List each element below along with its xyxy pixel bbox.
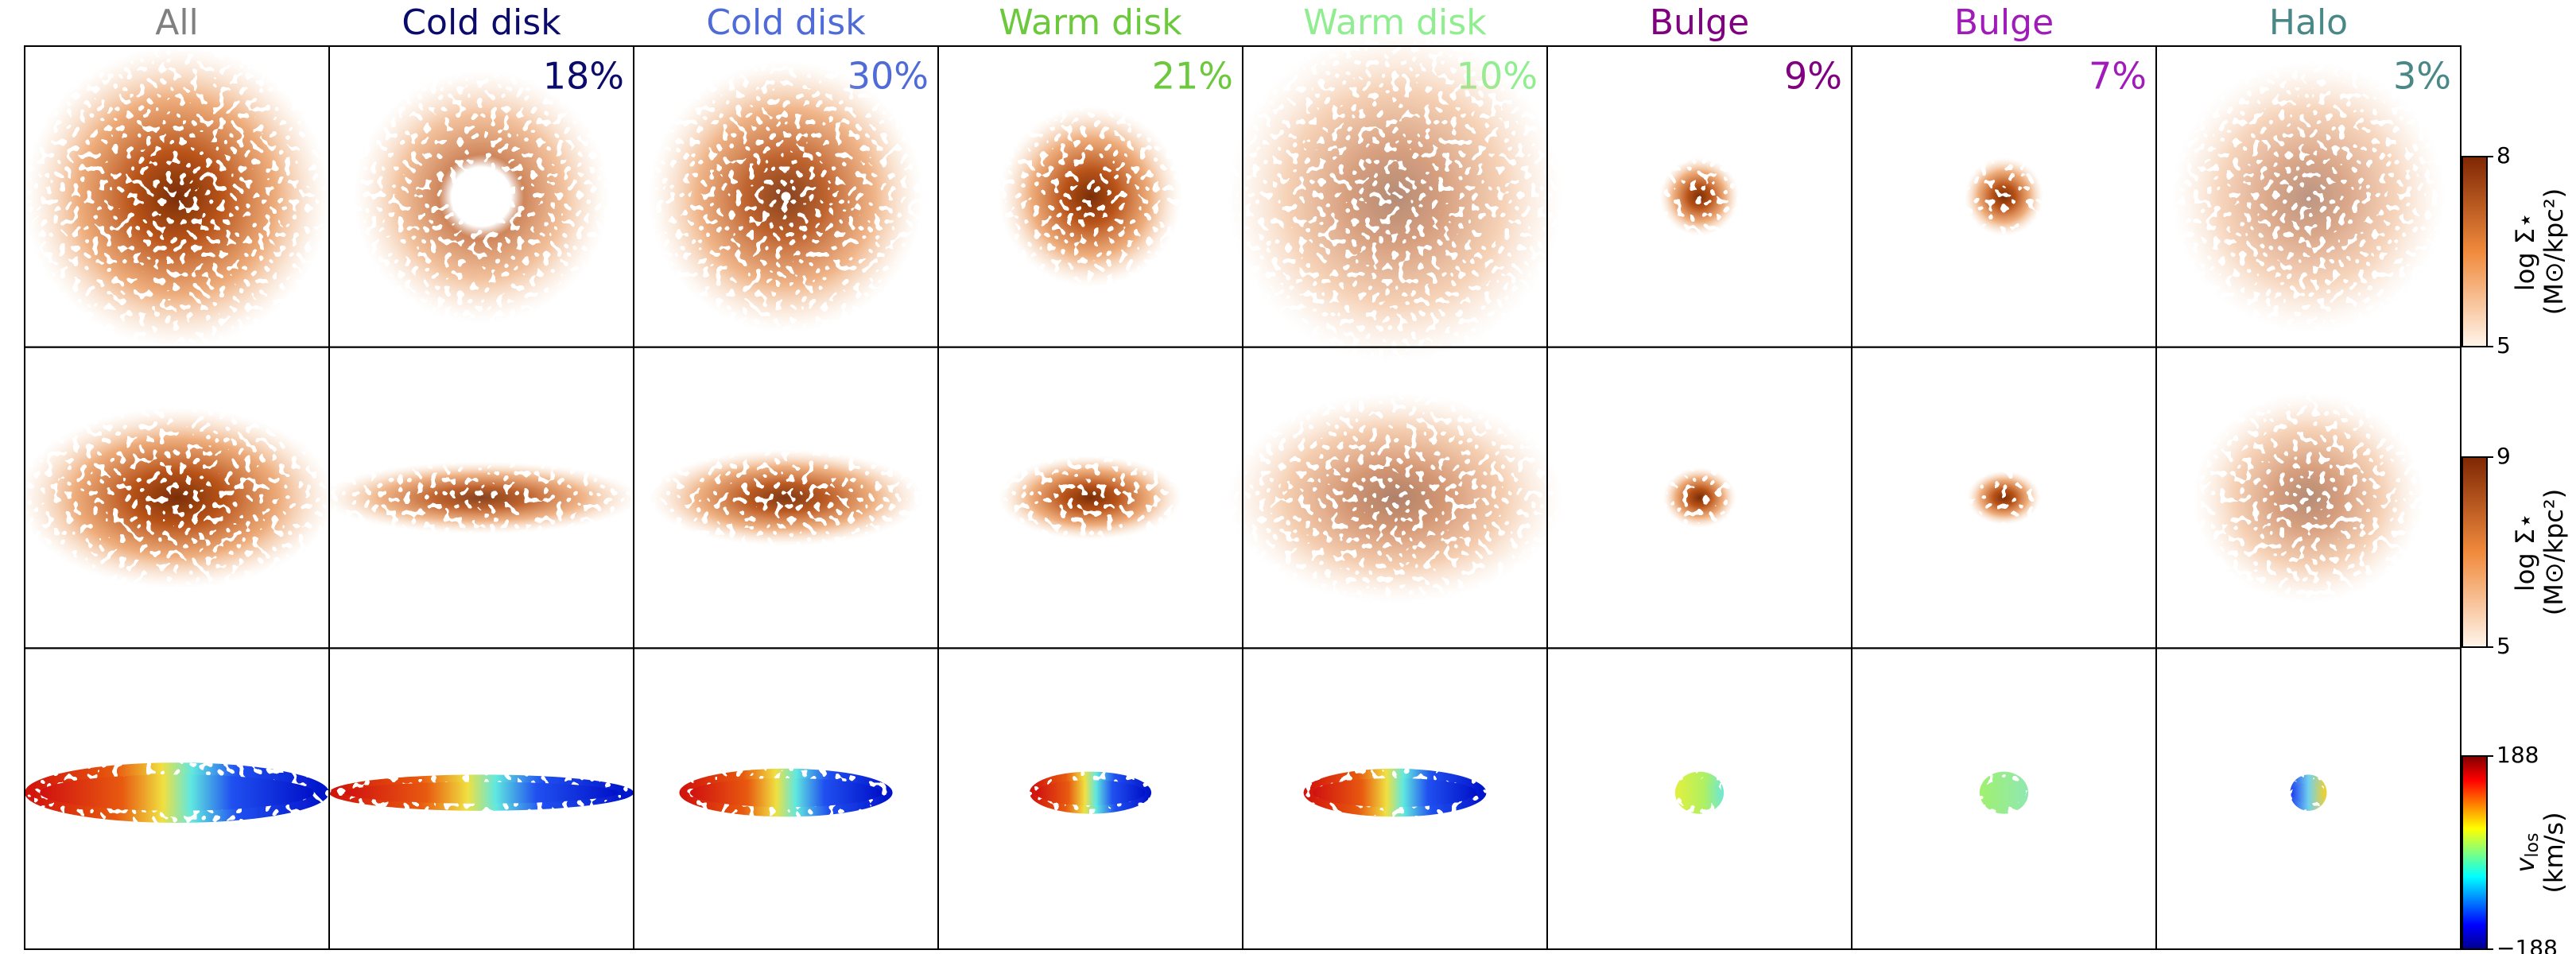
colorbar-tick-label: −188	[2496, 935, 2558, 954]
density-map	[2171, 60, 2446, 332]
colorbar-tick-label: 5	[2496, 332, 2511, 359]
label-symbol: v	[2510, 856, 2540, 872]
velocity-core	[1677, 780, 1722, 805]
density-map	[353, 70, 610, 324]
colorbar-label: log Σ⋆	[2510, 212, 2540, 291]
colorbar	[2462, 156, 2488, 347]
density-map	[25, 46, 329, 347]
density-map	[323, 461, 640, 534]
density-map	[2192, 392, 2425, 603]
density-blob	[2171, 60, 2446, 332]
fraction-label: 7%	[2089, 55, 2147, 98]
density-map	[1227, 392, 1563, 603]
ring-hole	[438, 154, 525, 239]
density-blob	[1662, 467, 1736, 528]
density-blob	[323, 461, 640, 534]
density-blob	[999, 106, 1182, 287]
velocity-core	[2291, 781, 2326, 804]
column-title: Bulge	[1650, 2, 1749, 43]
column-title: Warm disk	[999, 2, 1182, 43]
fraction-label: 9%	[1784, 55, 1842, 98]
density-blob	[1967, 470, 2041, 525]
label-subscript: los	[2523, 833, 2543, 858]
density-blob	[649, 449, 923, 546]
density-blob	[1227, 31, 1563, 363]
colorbar-label: (km/s)	[2539, 812, 2569, 893]
density-map	[649, 60, 923, 332]
fraction-label: 3%	[2393, 55, 2451, 98]
density-blob	[2192, 392, 2425, 603]
density-map	[1659, 157, 1740, 236]
colorbar-tick-label: 5	[2496, 633, 2511, 659]
density-map	[649, 449, 923, 546]
velocity-core	[344, 781, 619, 804]
density-blob	[1964, 157, 2044, 236]
panel-frame	[2155, 647, 2462, 950]
colorbar	[2462, 456, 2488, 648]
density-blob	[999, 455, 1182, 541]
colorbar-tick-label: 8	[2496, 142, 2511, 169]
density-map	[1227, 31, 1563, 363]
colorbar-label: vlos	[2510, 833, 2543, 873]
column-title: Bulge	[1954, 2, 2054, 43]
density-map	[1662, 467, 1736, 528]
density-map	[999, 455, 1182, 541]
velocity-core	[689, 778, 883, 808]
density-map	[18, 407, 336, 588]
colorbar-label: (M⊙/kpc²)	[2539, 489, 2569, 615]
column-title: Halo	[2269, 2, 2348, 43]
velocity-core	[40, 774, 314, 811]
column-title: Cold disk	[402, 2, 561, 43]
fraction-label: 18%	[543, 55, 624, 98]
density-blob	[25, 46, 329, 347]
colorbar-tick-label: 9	[2496, 443, 2511, 469]
density-blob	[1659, 157, 1740, 236]
colorbar-label: (M⊙/kpc²)	[2539, 188, 2569, 315]
column-title: Cold disk	[706, 2, 866, 43]
density-blob	[18, 407, 336, 588]
velocity-core	[1035, 780, 1146, 805]
density-map	[999, 106, 1182, 287]
colorbar-tick-label: 188	[2496, 742, 2539, 768]
density-map	[1967, 470, 2041, 525]
colorbar-label: log Σ⋆	[2510, 513, 2540, 591]
velocity-core	[1981, 780, 2027, 805]
density-blob	[1227, 392, 1563, 603]
center-gap	[781, 192, 791, 202]
velocity-core	[1313, 778, 1477, 808]
column-title: All	[155, 2, 199, 43]
colorbar	[2462, 755, 2488, 950]
density-map	[1964, 157, 2044, 236]
fraction-label: 21%	[1152, 55, 1233, 98]
